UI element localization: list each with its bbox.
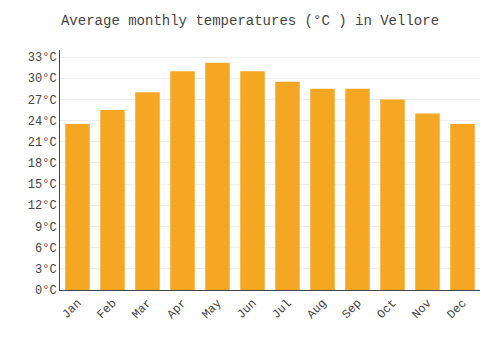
svg-text:18°C: 18°C	[28, 157, 57, 171]
svg-text:30°C: 30°C	[28, 72, 57, 86]
svg-text:12°C: 12°C	[28, 199, 57, 213]
svg-text:Average monthly temperatures (: Average monthly temperatures (°C ) in Ve…	[61, 13, 439, 29]
svg-text:33°C: 33°C	[28, 51, 57, 65]
svg-text:0°C: 0°C	[35, 284, 57, 298]
svg-text:Jul: Jul	[269, 297, 294, 322]
svg-text:Sep: Sep	[339, 297, 364, 322]
svg-text:Apr: Apr	[164, 297, 189, 322]
svg-text:15°C: 15°C	[28, 178, 57, 192]
svg-text:9°C: 9°C	[35, 221, 57, 235]
svg-text:Mar: Mar	[129, 297, 154, 322]
svg-text:21°C: 21°C	[28, 136, 57, 150]
svg-text:Oct: Oct	[374, 297, 399, 322]
svg-text:Dec: Dec	[444, 297, 469, 322]
svg-text:27°C: 27°C	[28, 94, 57, 108]
svg-text:Feb: Feb	[94, 297, 119, 322]
svg-text:6°C: 6°C	[35, 242, 57, 256]
svg-text:3°C: 3°C	[35, 263, 57, 277]
svg-text:Jan: Jan	[59, 297, 84, 322]
svg-text:Jun: Jun	[234, 297, 259, 322]
svg-text:Aug: Aug	[304, 297, 329, 322]
svg-text:24°C: 24°C	[28, 115, 57, 129]
svg-text:Nov: Nov	[409, 297, 434, 322]
svg-text:May: May	[199, 297, 224, 322]
